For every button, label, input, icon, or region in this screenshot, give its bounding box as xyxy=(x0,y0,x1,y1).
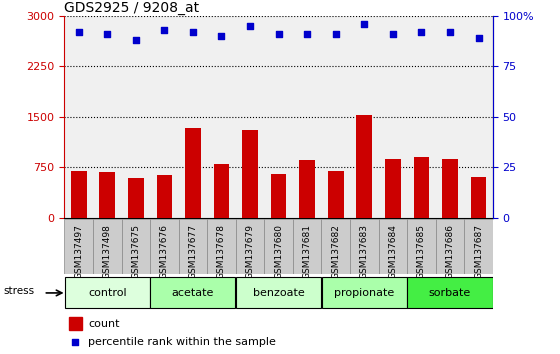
Text: GSM137676: GSM137676 xyxy=(160,224,169,279)
Bar xyxy=(69,317,82,330)
Point xyxy=(388,31,397,37)
Bar xyxy=(470,177,487,218)
Point xyxy=(103,31,112,37)
Text: GSM137684: GSM137684 xyxy=(388,224,398,279)
Bar xyxy=(64,219,93,274)
Point xyxy=(446,29,455,35)
Bar xyxy=(442,159,458,218)
Point xyxy=(360,21,368,27)
Bar xyxy=(270,174,287,218)
Text: count: count xyxy=(88,319,119,329)
Text: GSM137678: GSM137678 xyxy=(217,224,226,279)
Bar xyxy=(93,219,122,274)
Bar xyxy=(236,219,264,274)
Point xyxy=(331,31,340,37)
Bar xyxy=(408,278,492,308)
Point xyxy=(131,37,140,43)
Text: sorbate: sorbate xyxy=(429,288,471,298)
Text: GSM137682: GSM137682 xyxy=(331,224,340,279)
Text: control: control xyxy=(88,288,127,298)
Text: stress: stress xyxy=(3,286,35,296)
Text: GSM137675: GSM137675 xyxy=(131,224,141,279)
Text: GSM137687: GSM137687 xyxy=(474,224,483,279)
Bar xyxy=(150,219,179,274)
Text: propionate: propionate xyxy=(334,288,394,298)
Bar xyxy=(293,219,321,274)
Bar xyxy=(185,128,201,218)
Text: GSM137498: GSM137498 xyxy=(102,224,112,279)
Bar xyxy=(213,164,230,218)
Bar xyxy=(328,171,344,218)
Text: GSM137683: GSM137683 xyxy=(360,224,369,279)
Point xyxy=(71,339,80,345)
Bar xyxy=(413,157,430,218)
Bar xyxy=(322,278,407,308)
Bar xyxy=(99,172,115,218)
Bar xyxy=(236,278,321,308)
Bar xyxy=(464,219,493,274)
Bar xyxy=(407,219,436,274)
Bar xyxy=(156,175,172,218)
Text: GSM137681: GSM137681 xyxy=(302,224,312,279)
Point xyxy=(302,31,311,37)
Point xyxy=(160,27,169,33)
Bar xyxy=(71,171,87,218)
Bar xyxy=(379,219,407,274)
Text: percentile rank within the sample: percentile rank within the sample xyxy=(88,337,276,347)
Bar xyxy=(356,115,372,218)
Point xyxy=(474,35,483,41)
Text: GDS2925 / 9208_at: GDS2925 / 9208_at xyxy=(64,1,199,15)
Point xyxy=(74,29,83,35)
Bar xyxy=(299,160,315,218)
Point xyxy=(188,29,198,35)
Bar xyxy=(65,278,150,308)
Bar xyxy=(264,219,293,274)
Text: acetate: acetate xyxy=(172,288,214,298)
Bar xyxy=(122,219,150,274)
Bar xyxy=(385,159,401,218)
Point xyxy=(274,31,283,37)
Text: GSM137679: GSM137679 xyxy=(245,224,255,279)
Point xyxy=(217,33,226,39)
Text: GSM137497: GSM137497 xyxy=(74,224,83,279)
Bar xyxy=(436,219,464,274)
Point xyxy=(417,29,426,35)
Text: benzoate: benzoate xyxy=(253,288,305,298)
Point xyxy=(245,23,254,29)
Bar xyxy=(207,219,236,274)
Text: GSM137677: GSM137677 xyxy=(188,224,198,279)
Bar xyxy=(151,278,235,308)
Text: GSM137686: GSM137686 xyxy=(445,224,455,279)
Bar xyxy=(321,219,350,274)
Bar xyxy=(179,219,207,274)
Bar xyxy=(350,219,379,274)
Bar xyxy=(128,178,144,218)
Text: GSM137685: GSM137685 xyxy=(417,224,426,279)
Bar xyxy=(242,130,258,218)
Text: GSM137680: GSM137680 xyxy=(274,224,283,279)
